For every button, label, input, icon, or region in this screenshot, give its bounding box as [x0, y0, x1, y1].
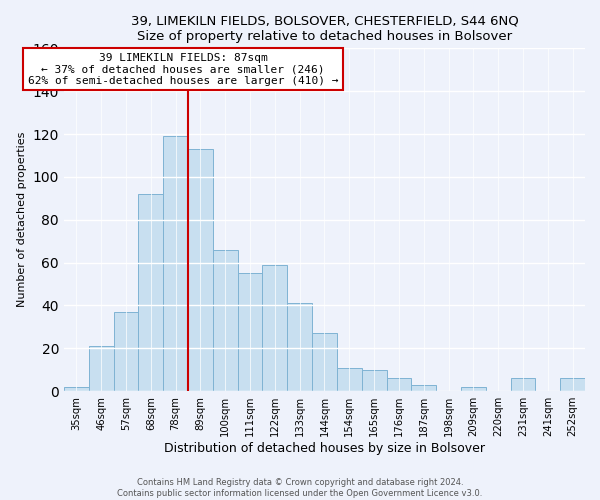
Bar: [262, 265, 287, 391]
Title: 39, LIMEKILN FIELDS, BOLSOVER, CHESTERFIELD, S44 6NQ
Size of property relative t: 39, LIMEKILN FIELDS, BOLSOVER, CHESTERFI…: [131, 15, 518, 43]
Y-axis label: Number of detached properties: Number of detached properties: [17, 132, 27, 308]
Bar: [362, 370, 386, 391]
Bar: [64, 387, 89, 391]
Bar: [188, 149, 213, 391]
Bar: [312, 334, 337, 391]
Bar: [511, 378, 535, 391]
Bar: [461, 387, 486, 391]
Bar: [287, 304, 312, 391]
Bar: [89, 346, 113, 391]
Bar: [139, 194, 163, 391]
Bar: [213, 250, 238, 391]
Bar: [560, 378, 585, 391]
Text: Contains HM Land Registry data © Crown copyright and database right 2024.
Contai: Contains HM Land Registry data © Crown c…: [118, 478, 482, 498]
Bar: [113, 312, 139, 391]
Bar: [412, 385, 436, 391]
X-axis label: Distribution of detached houses by size in Bolsover: Distribution of detached houses by size …: [164, 442, 485, 455]
Text: 39 LIMEKILN FIELDS: 87sqm
← 37% of detached houses are smaller (246)
62% of semi: 39 LIMEKILN FIELDS: 87sqm ← 37% of detac…: [28, 52, 338, 86]
Bar: [337, 368, 362, 391]
Bar: [386, 378, 412, 391]
Bar: [238, 274, 262, 391]
Bar: [163, 136, 188, 391]
